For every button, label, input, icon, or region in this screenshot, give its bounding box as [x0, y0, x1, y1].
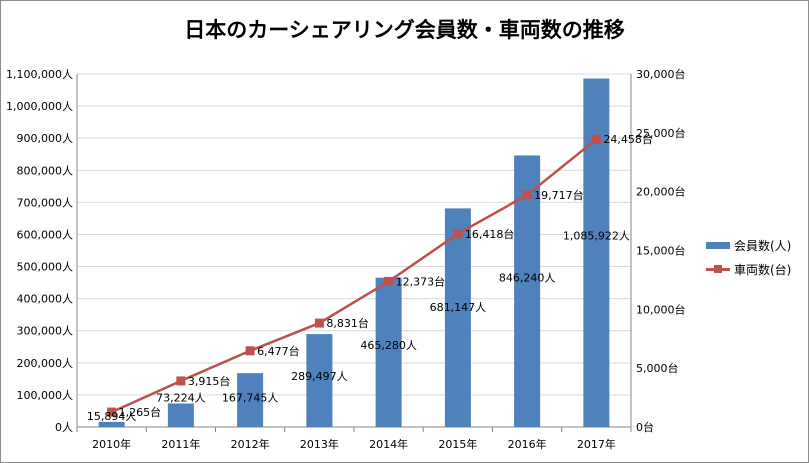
- x-tick-label: 2012年: [231, 437, 270, 451]
- right-tick-label: 30,000台: [636, 67, 686, 81]
- right-tick-label: 10,000台: [636, 302, 686, 316]
- data-label-members: 73,224人: [156, 392, 206, 405]
- right-tick-label: 5,000台: [636, 361, 679, 375]
- left-tick-label: 500,000人: [17, 261, 74, 274]
- x-tick-label: 2017年: [577, 437, 616, 451]
- legend-label-vehicles: 車両数(台): [734, 262, 792, 277]
- data-label-members: 15,894人: [87, 410, 137, 423]
- x-tick-label: 2013年: [300, 437, 339, 451]
- bar-members: [167, 403, 194, 427]
- point-vehicles: [591, 134, 601, 144]
- left-tick-label: 300,000人: [17, 325, 74, 338]
- data-label-vehicles: 1,265台: [119, 405, 162, 419]
- left-tick-label: 600,000人: [17, 228, 74, 241]
- point-vehicles: [384, 276, 394, 286]
- data-label-vehicles: 16,418台: [465, 227, 515, 241]
- x-tick-label: 2015年: [438, 437, 477, 451]
- data-label-members: 1,085,922人: [563, 229, 630, 242]
- legend-item-vehicles: 車両数(台): [706, 260, 791, 278]
- left-tick-label: 100,000人: [17, 389, 74, 402]
- data-label-vehicles: 3,915台: [188, 374, 231, 388]
- data-label-vehicles: 6,477台: [257, 344, 300, 358]
- bar-members: [237, 373, 264, 427]
- data-label-vehicles: 12,373台: [396, 274, 446, 288]
- point-vehicles: [176, 376, 186, 386]
- point-vehicles: [107, 407, 117, 417]
- data-label-members: 465,280人: [360, 339, 417, 352]
- right-tick-label: 15,000台: [636, 244, 686, 258]
- series-line-vehicles: [111, 138, 598, 414]
- left-tick-label: 0人: [55, 421, 73, 434]
- left-tick-label: 200,000人: [17, 357, 74, 370]
- bar-members: [375, 277, 402, 427]
- bar-members: [306, 334, 333, 427]
- x-tick-label: 2011年: [161, 437, 200, 451]
- point-vehicles: [453, 229, 463, 239]
- x-tick-label: 2010年: [92, 437, 131, 451]
- data-label-vehicles: 8,831台: [326, 316, 369, 330]
- legend-label-members: 会員数(人): [734, 238, 792, 253]
- data-label-members: 681,147人: [430, 301, 487, 314]
- data-label-members: 167,745人: [222, 391, 279, 404]
- right-tick-label: 0台: [636, 420, 654, 434]
- bar-members: [583, 78, 610, 427]
- data-label-members: 289,497人: [291, 370, 348, 383]
- data-label-vehicles: 19,717台: [534, 188, 584, 202]
- x-tick-label: 2014年: [369, 437, 408, 451]
- right-tick-label: 20,000台: [636, 185, 686, 199]
- data-label-vehicles: 24,458台: [603, 132, 653, 146]
- legend-item-members: 会員数(人): [706, 236, 791, 254]
- left-tick-label: 1,100,000人: [6, 68, 73, 81]
- bar-members: [444, 208, 471, 427]
- point-vehicles: [522, 190, 532, 200]
- chart-title: 日本のカーシェアリング会員数・車両数の推移: [184, 18, 625, 42]
- point-vehicles: [314, 318, 324, 328]
- left-tick-label: 1,000,000人: [6, 100, 73, 113]
- left-tick-label: 400,000人: [17, 293, 74, 306]
- legend-swatch-members: [706, 241, 730, 249]
- left-tick-label: 700,000人: [17, 196, 74, 209]
- right-tick-label: 25,000台: [636, 126, 686, 140]
- legend: 会員数(人) 車両数(台): [706, 236, 791, 284]
- data-label-members: 846,240人: [499, 272, 556, 285]
- x-tick-label: 2016年: [508, 437, 547, 451]
- bar-members: [98, 421, 125, 427]
- legend-swatch-vehicles: [706, 263, 730, 275]
- point-vehicles: [245, 346, 255, 356]
- left-tick-label: 900,000人: [17, 132, 74, 145]
- left-tick-label: 800,000人: [17, 164, 74, 177]
